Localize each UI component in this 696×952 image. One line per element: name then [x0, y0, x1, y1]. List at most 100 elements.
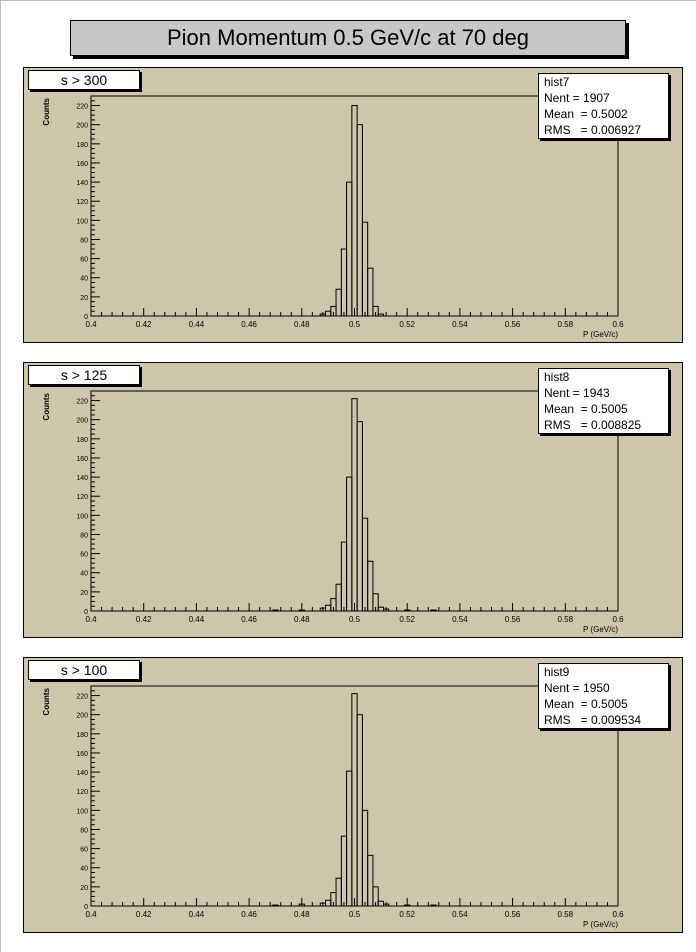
y-tick-label: 220 [76, 694, 88, 701]
y-tick-label: 80 [80, 237, 88, 244]
histogram-bin [335, 877, 342, 907]
histogram-bin [382, 903, 390, 907]
y-tick-label: 120 [76, 199, 88, 206]
histogram-bin [356, 124, 363, 317]
stats-rms: RMS = 0.009534 [544, 713, 642, 727]
stats-hist: hist8 [544, 370, 570, 384]
x-tick-label: 0.5 [349, 615, 361, 624]
y-tick-label: 20 [80, 590, 88, 597]
x-tick-label: 0.58 [558, 615, 574, 624]
stats-rms: RMS = 0.006927 [544, 123, 642, 137]
y-tick-label: 180 [76, 437, 88, 444]
y-axis-label: Counts [42, 392, 51, 420]
histogram-pad-2: 0.4 0.42 0.44 0.46 0.48 0.5 0.52 0.54 0.56 0.58 0.… [23, 362, 683, 638]
y-tick-label: 0 [84, 609, 88, 616]
histogram-bin [272, 609, 279, 612]
histogram-bin [356, 714, 363, 907]
x-tick-label: 0.42 [136, 910, 152, 919]
histogram-svg: 0.4 0.42 0.44 0.46 0.48 0.5 0.52 0.54 0.56 0.58 0.… [42, 685, 624, 929]
y-tick-label: 100 [76, 218, 88, 225]
stats-nent: Nent = 1907 [544, 91, 610, 105]
cut-label: s > 300 [28, 70, 140, 90]
histogram-bin [340, 248, 348, 317]
histogram-bin [356, 421, 363, 612]
histogram-bin [430, 904, 437, 907]
y-tick-label: 100 [76, 513, 88, 520]
histogram-bin [367, 267, 374, 317]
histogram-bin [325, 310, 332, 317]
histogram-bin [377, 313, 384, 317]
stats-box: hist9 Nent = 1950 Mean = 0.5005 RMS = 0.009… [538, 663, 669, 729]
x-tick-label: 0.44 [189, 320, 205, 329]
x-axis-label: P (GeV/c) [583, 920, 618, 929]
y-tick-label: 160 [76, 751, 88, 758]
stats-box: hist8 Nent = 1943 Mean = 0.5005 RMS = 0.008… [538, 368, 669, 434]
y-tick-label: 200 [76, 123, 88, 130]
x-tick-label: 0.4 [85, 910, 97, 919]
x-tick-label: 0.5 [349, 910, 361, 919]
x-tick-label: 0.46 [241, 910, 257, 919]
histogram-bin [377, 900, 384, 907]
y-tick-label: 220 [76, 104, 88, 111]
histogram-bin [325, 604, 332, 612]
y-tick-label: 120 [76, 494, 88, 501]
x-tick-label: 0.42 [136, 615, 152, 624]
stats-hist: hist7 [544, 75, 570, 89]
histogram-bin [382, 608, 390, 612]
histogram-bin [340, 541, 348, 612]
histogram-bin [272, 904, 279, 907]
y-tick-label: 0 [84, 314, 88, 321]
cut-label: s > 100 [28, 660, 140, 680]
y-tick-label: 140 [76, 180, 88, 187]
histogram-pad-3: 0.4 0.42 0.44 0.46 0.48 0.5 0.52 0.54 0.56 0.58 0.… [23, 657, 683, 933]
histogram-bin [325, 899, 332, 907]
histogram-bin [346, 770, 353, 907]
y-tick-label: 80 [80, 532, 88, 539]
x-tick-label: 0.58 [558, 910, 574, 919]
x-tick-label: 0.46 [241, 615, 257, 624]
histogram-bin [340, 835, 348, 907]
y-tick-label: 120 [76, 789, 88, 796]
histogram-bin [298, 609, 305, 612]
y-tick-label: 140 [76, 770, 88, 777]
histogram-bin [361, 517, 369, 612]
y-tick-label: 200 [76, 418, 88, 425]
histogram-bin [372, 886, 379, 907]
histogram-bin [335, 288, 342, 317]
x-tick-label: 0.44 [189, 910, 205, 919]
y-tick-label: 100 [76, 808, 88, 815]
stats-nent: Nent = 1943 [544, 386, 610, 400]
y-tick-label: 40 [80, 866, 88, 873]
x-tick-label: 0.48 [294, 320, 310, 329]
x-tick-label: 0.58 [558, 320, 574, 329]
histogram-bin [346, 181, 353, 317]
x-tick-label: 0.46 [241, 320, 257, 329]
x-tick-label: 0.48 [294, 910, 310, 919]
y-tick-label: 180 [76, 142, 88, 149]
y-tick-label: 60 [80, 847, 88, 854]
histogram-svg: 0.4 0.42 0.44 0.46 0.48 0.5 0.52 0.54 0.56 0.58 0.… [42, 95, 624, 339]
x-tick-label: 0.54 [452, 910, 468, 919]
histogram-bin [404, 904, 411, 907]
histogram-bin [430, 609, 437, 612]
y-tick-label: 160 [76, 161, 88, 168]
x-tick-label: 0.48 [294, 615, 310, 624]
stats-mean: Mean = 0.5005 [544, 402, 628, 416]
x-tick-label: 0.52 [399, 320, 415, 329]
y-tick-label: 180 [76, 732, 88, 739]
cut-label: s > 125 [28, 365, 140, 385]
x-axis-label: P (GeV/c) [583, 330, 618, 339]
y-tick-label: 220 [76, 399, 88, 406]
y-tick-label: 160 [76, 456, 88, 463]
x-tick-label: 0.54 [452, 615, 468, 624]
histogram-bin [367, 560, 374, 612]
y-tick-label: 60 [80, 257, 88, 264]
histogram-bin [351, 693, 358, 907]
histogram-svg: 0.4 0.42 0.44 0.46 0.48 0.5 0.52 0.54 0.56 0.58 0.… [42, 390, 624, 634]
stats-hist: hist9 [544, 665, 570, 679]
x-tick-label: 0.52 [399, 615, 415, 624]
histogram-bin [377, 606, 384, 612]
x-tick-label: 0.6 [612, 615, 624, 624]
x-tick-label: 0.5 [349, 320, 361, 329]
